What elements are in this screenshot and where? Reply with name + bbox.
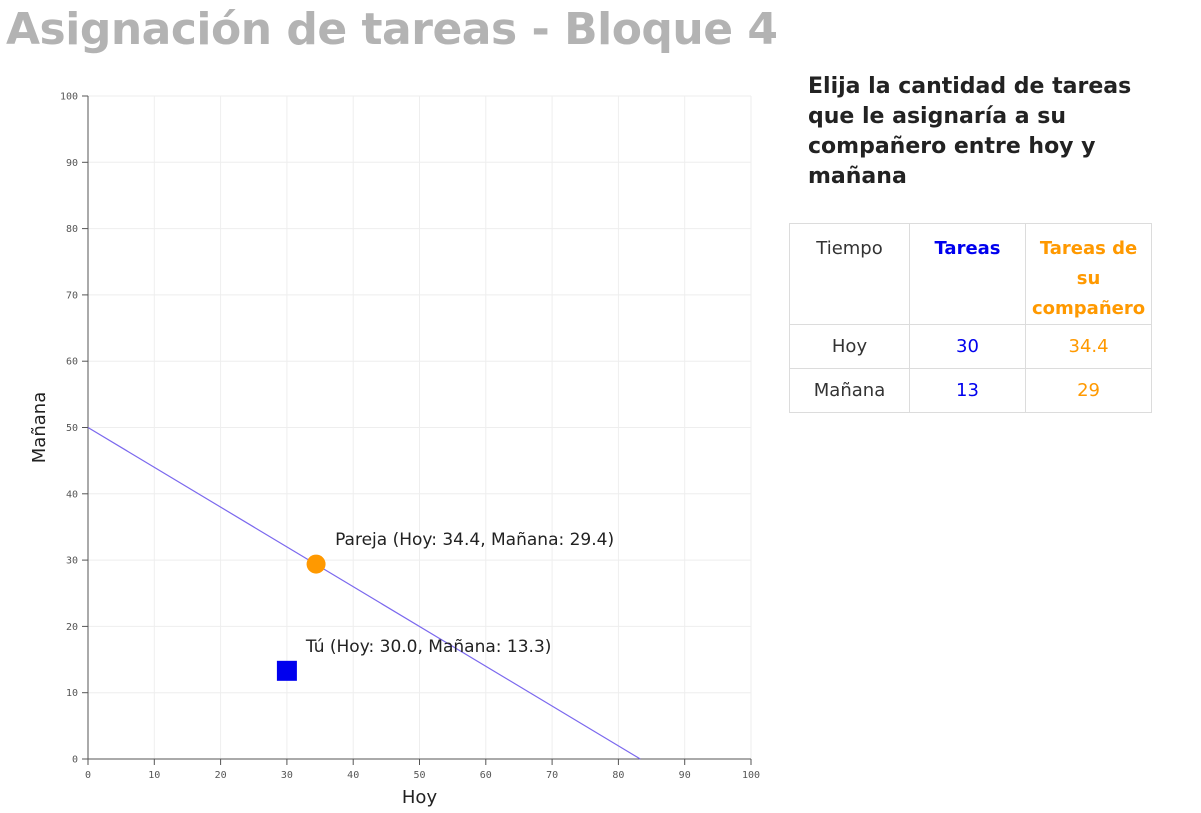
- cell-tiempo: Hoy: [789, 324, 910, 369]
- cell-tareas: 30: [909, 324, 1026, 369]
- partner-point-marker: [306, 554, 326, 574]
- x-tick-label: 30: [281, 770, 293, 781]
- header-tareas: Tareas: [909, 223, 1026, 325]
- y-tick-label: 100: [60, 92, 78, 103]
- self-point-label: Tú (Hoy: 30.0, Mañana: 13.3): [305, 637, 552, 657]
- page-title: Asignación de tareas - Bloque 4: [6, 4, 778, 55]
- x-axis-title: Hoy: [402, 787, 438, 808]
- partner-point-label: Pareja (Hoy: 34.4, Mañana: 29.4): [335, 530, 614, 550]
- chart-points: Pareja (Hoy: 34.4, Mañana: 29.4) Tú (Hoy:…: [276, 530, 614, 681]
- y-tick-label: 60: [66, 357, 78, 368]
- chart-axes: 0 10 20 30 40 50 60 70 80 90 100 0 10 20 30 40 50 60 70 80 9…: [60, 92, 760, 782]
- x-tick-label: 100: [742, 770, 760, 781]
- y-tick-label: 70: [66, 290, 78, 301]
- cell-tareas: 13: [909, 368, 1026, 413]
- chart-grid: [88, 95, 752, 759]
- self-point-marker: [276, 660, 297, 681]
- x-tick-label: 20: [215, 770, 227, 781]
- y-tick-label: 90: [66, 158, 78, 169]
- y-tick-label: 20: [66, 622, 78, 633]
- y-tick-label: 80: [66, 224, 78, 235]
- x-tick-label: 60: [480, 770, 492, 781]
- budget-line-layer: [87, 426, 641, 760]
- cell-tareas-companero: 34.4: [1024, 324, 1153, 369]
- x-tick-label: 0: [85, 770, 91, 781]
- task-allocation-chart[interactable]: 0 10 20 30 40 50 60 70 80 90 100 0 10 20 30 40 50 60 70 80 9…: [0, 0, 780, 813]
- x-tick-label: 90: [679, 770, 691, 781]
- x-tick-label: 10: [148, 770, 160, 781]
- tasks-table: Tiempo Tareas Tareas de su compañero Hoy…: [789, 223, 1153, 413]
- table-row-hoy: Hoy 30 34.4: [789, 324, 1153, 369]
- table-row-manana: Mañana 13 29: [789, 368, 1153, 413]
- header-tiempo: Tiempo: [789, 223, 910, 325]
- y-tick-label: 40: [66, 489, 78, 500]
- x-tick-label: 50: [413, 770, 425, 781]
- budget-line: [87, 426, 641, 760]
- x-tick-label: 40: [347, 770, 359, 781]
- y-axis-title: Mañana: [29, 392, 50, 463]
- header-tareas-companero: Tareas de su compañero: [1024, 223, 1153, 325]
- x-tick-label: 70: [546, 770, 558, 781]
- cell-tareas-companero: 29: [1024, 368, 1153, 413]
- cell-tiempo: Mañana: [789, 368, 910, 413]
- y-tick-label: 10: [66, 688, 78, 699]
- table-header-row: Tiempo Tareas Tareas de su compañero: [789, 223, 1153, 325]
- x-tick-label: 80: [612, 770, 624, 781]
- y-tick-label: 50: [66, 423, 78, 434]
- y-tick-label: 0: [72, 755, 78, 766]
- instructions-text: Elija la cantidad de tareas que le asign…: [808, 74, 1132, 189]
- y-tick-label: 30: [66, 556, 78, 567]
